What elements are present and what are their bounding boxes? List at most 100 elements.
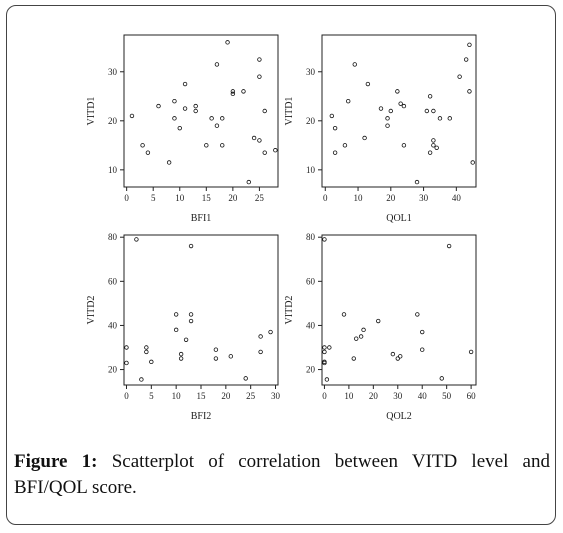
data-point — [378, 106, 384, 111]
x-tick-label: 15 — [197, 391, 207, 401]
x-axis-label: QOL1 — [386, 213, 412, 224]
data-point — [431, 138, 436, 143]
data-point — [415, 312, 420, 317]
data-point — [149, 359, 154, 365]
data-point — [329, 113, 335, 119]
data-point — [214, 62, 220, 67]
data-point — [437, 116, 443, 121]
y-tick-label: 10 — [108, 165, 118, 175]
data-point — [467, 89, 472, 94]
y-tick-label: 40 — [306, 320, 316, 330]
x-tick-label: 10 — [175, 193, 185, 203]
figure-caption: Figure 1: Scatterplot of correlation bet… — [14, 449, 550, 501]
x-tick-label: 30 — [393, 391, 403, 401]
data-point — [214, 123, 220, 128]
data-point — [332, 150, 338, 155]
data-point — [182, 106, 188, 111]
data-point — [427, 150, 433, 155]
data-point — [134, 237, 139, 242]
data-point — [129, 113, 135, 119]
y-tick-label: 60 — [108, 276, 118, 286]
data-point — [342, 143, 348, 148]
data-point — [395, 356, 400, 361]
data-point — [322, 349, 327, 355]
y-tick-label: 20 — [306, 365, 316, 375]
data-point — [470, 160, 475, 165]
data-point — [398, 101, 403, 106]
data-point — [351, 356, 356, 361]
y-tick-label: 20 — [108, 116, 118, 126]
plot-area — [123, 234, 279, 386]
data-point — [193, 108, 198, 114]
plot-area — [321, 34, 477, 188]
data-point — [354, 336, 359, 341]
y-axis-label: VITD1 — [86, 97, 97, 126]
data-point — [424, 108, 430, 114]
data-point — [446, 243, 452, 249]
x-axis-label: BFI1 — [191, 213, 212, 224]
data-point — [322, 345, 327, 350]
data-point — [431, 143, 436, 148]
x-tick-label: 40 — [418, 391, 428, 401]
data-point — [395, 89, 400, 94]
data-point — [228, 354, 234, 359]
data-point — [193, 103, 198, 109]
scatter-panel-4: 0 10 20 30 40 50 60 20 40 60 80 QOL2 VITD2 — [284, 232, 477, 422]
data-point — [144, 349, 149, 355]
data-point — [241, 89, 246, 94]
plot-area — [123, 34, 279, 188]
data-point — [420, 347, 425, 352]
data-point — [209, 116, 214, 121]
data-point — [385, 123, 390, 128]
data-point — [177, 125, 182, 131]
data-point — [257, 74, 262, 79]
data-point — [182, 81, 188, 87]
x-tick-label: 20 — [386, 193, 396, 203]
y-tick-label: 80 — [108, 232, 118, 242]
y-tick-label: 40 — [108, 320, 118, 330]
data-point — [362, 135, 367, 141]
data-point — [188, 312, 194, 317]
data-point — [188, 243, 194, 249]
data-point — [173, 312, 179, 317]
data-point — [401, 143, 407, 148]
data-point — [173, 327, 179, 333]
data-point — [124, 345, 129, 350]
x-axis-label: QOL2 — [386, 411, 412, 422]
data-point — [427, 94, 433, 99]
data-point — [246, 179, 251, 185]
data-point — [139, 377, 144, 382]
data-point — [332, 125, 338, 131]
data-point — [258, 349, 263, 355]
data-point — [365, 81, 371, 87]
data-point — [230, 91, 236, 97]
y-tick-label: 30 — [108, 67, 118, 77]
data-point — [178, 356, 184, 361]
data-point — [172, 116, 177, 121]
data-point — [183, 337, 189, 342]
y-axis-label: VITD1 — [284, 97, 295, 126]
data-point — [172, 98, 177, 104]
data-point — [178, 351, 184, 357]
figure-frame — [6, 5, 556, 525]
data-point — [341, 312, 347, 317]
data-point — [140, 143, 145, 148]
x-tick-label: 0 — [124, 193, 129, 203]
data-point — [420, 329, 425, 335]
data-point — [230, 89, 236, 94]
data-point — [431, 108, 436, 114]
data-point — [225, 40, 230, 45]
x-tick-label: 20 — [221, 391, 231, 401]
data-point — [439, 376, 444, 381]
x-tick-label: 5 — [151, 193, 156, 203]
x-tick-label: 20 — [369, 391, 379, 401]
scatter-panel-1: 0 5 10 15 20 25 10 20 30 BFI1 VITD1 — [86, 34, 279, 224]
data-point — [358, 334, 364, 339]
x-axis-label: BFI2 — [191, 411, 212, 422]
x-tick-label: 25 — [255, 193, 265, 203]
data-point — [220, 143, 225, 148]
data-point — [467, 42, 472, 48]
data-point — [213, 356, 219, 361]
data-point — [268, 329, 273, 335]
data-point — [273, 148, 278, 153]
